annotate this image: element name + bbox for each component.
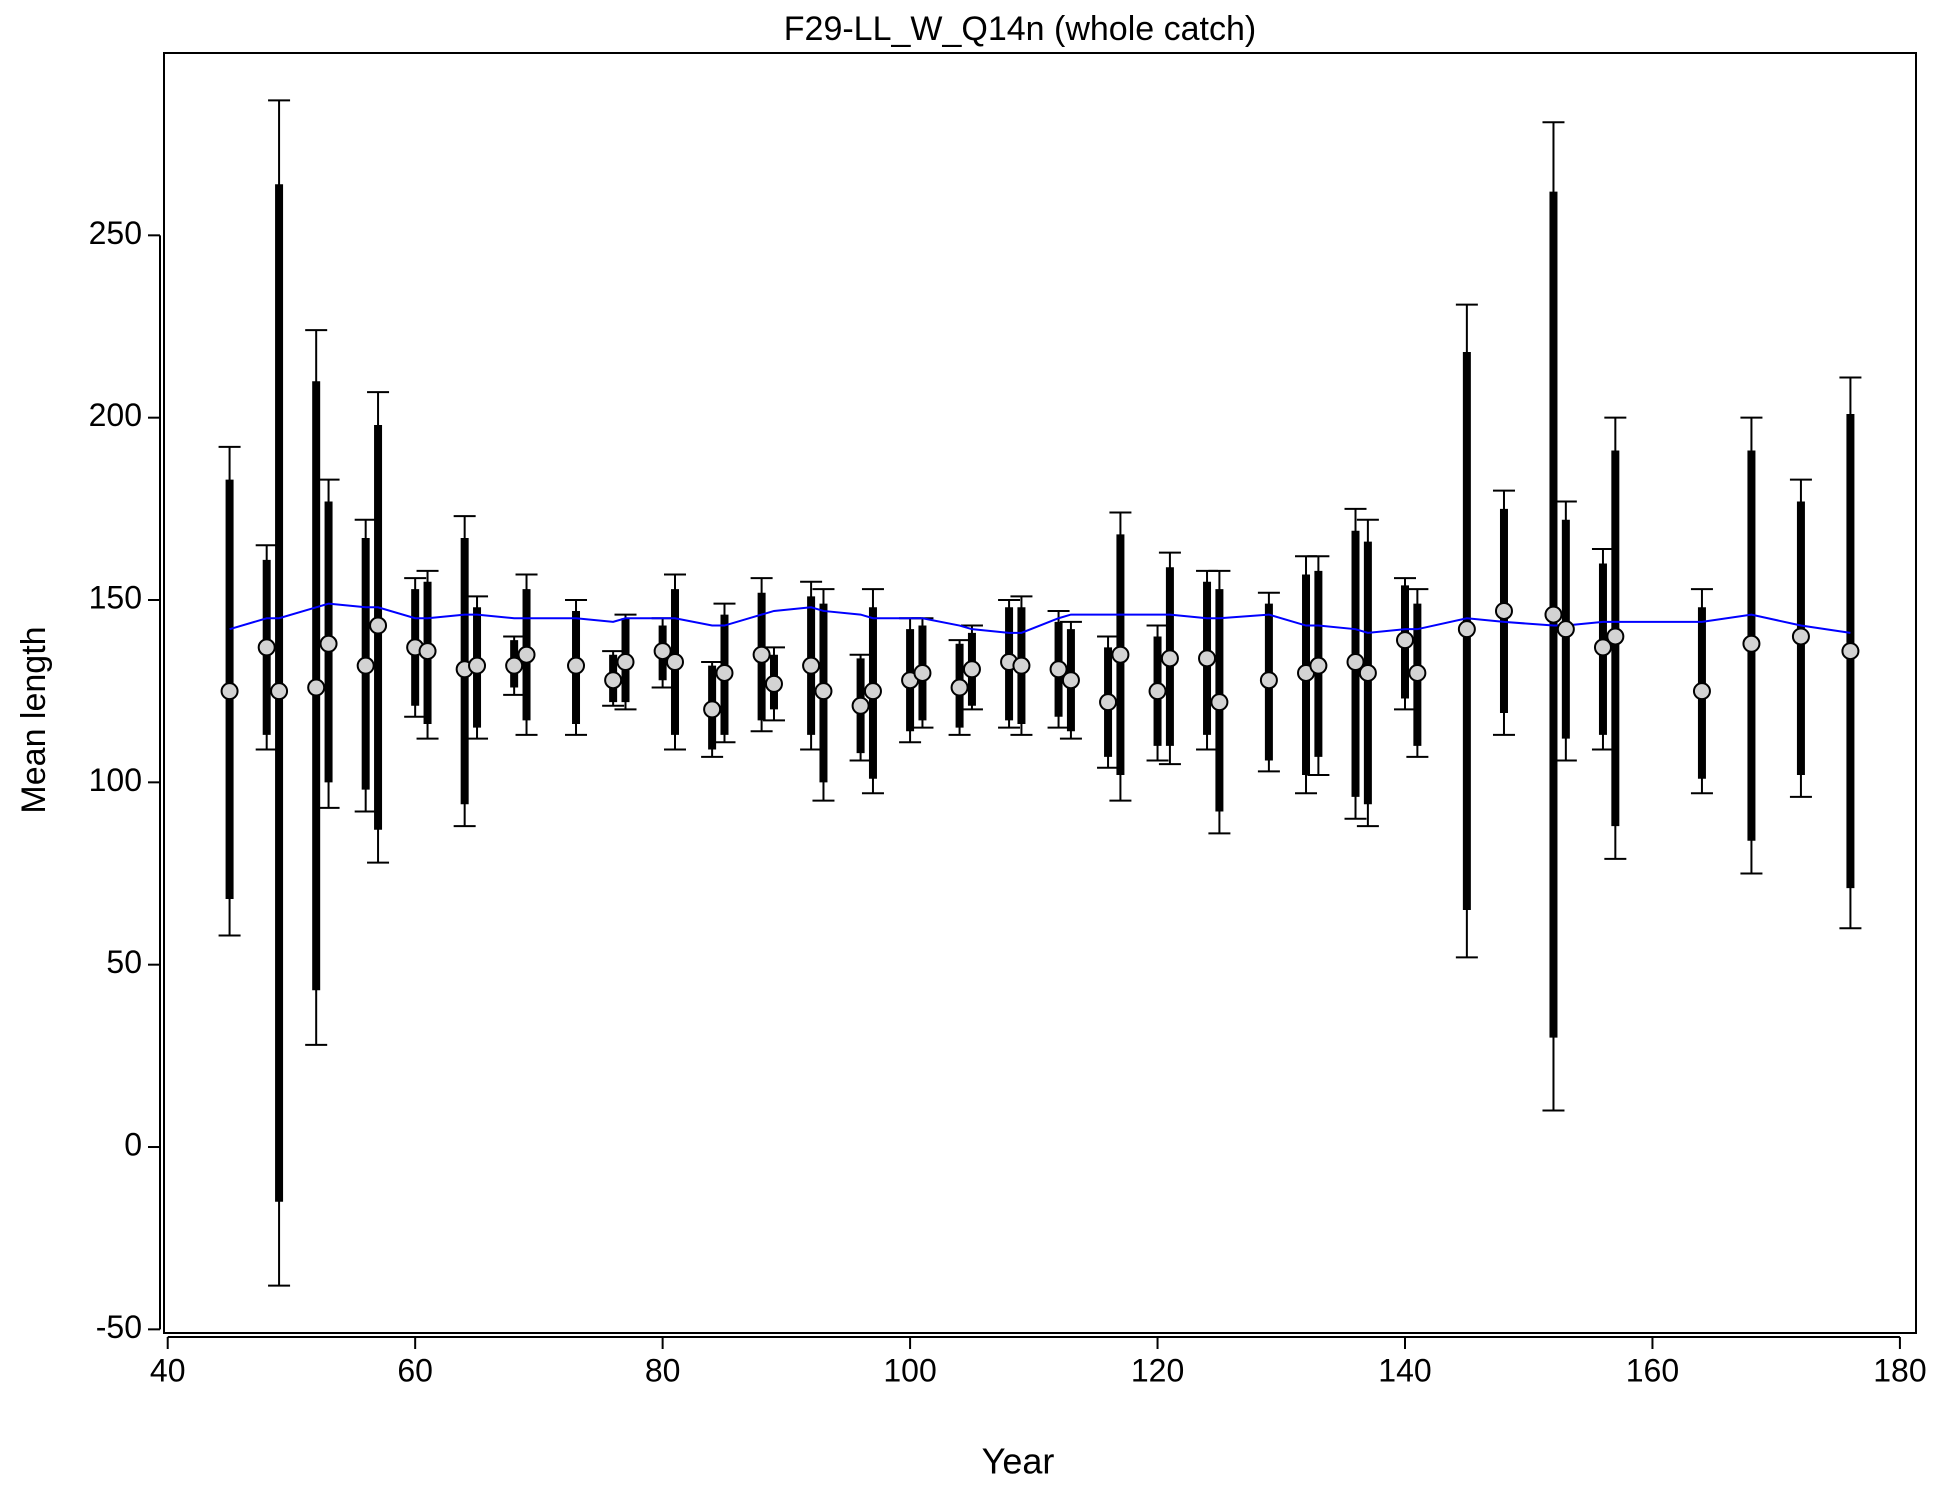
observed-point bbox=[764, 674, 783, 693]
observed-point bbox=[468, 656, 487, 675]
observed-point bbox=[356, 656, 375, 675]
observed-point bbox=[257, 638, 276, 657]
y-tick-label: -50 bbox=[96, 1309, 142, 1345]
observed-point bbox=[418, 642, 437, 661]
observed-point bbox=[1606, 627, 1625, 646]
x-tick-label: 140 bbox=[1378, 1352, 1431, 1388]
observed-point bbox=[319, 634, 338, 653]
observed-point bbox=[1742, 634, 1761, 653]
x-axis-label: Year bbox=[982, 1441, 1055, 1482]
observed-point bbox=[1049, 660, 1068, 679]
observed-point bbox=[913, 663, 932, 682]
observed-point bbox=[517, 645, 536, 664]
observed-point bbox=[1692, 682, 1711, 701]
observed-point bbox=[1396, 631, 1414, 650]
y-tick-label: 50 bbox=[106, 944, 142, 980]
y-tick-label: 150 bbox=[89, 579, 142, 615]
observed-point bbox=[1148, 682, 1167, 701]
observed-point bbox=[962, 660, 981, 679]
y-tick-label: 200 bbox=[89, 397, 142, 433]
observed-point bbox=[307, 678, 326, 697]
observed-point bbox=[1408, 663, 1427, 682]
y-tick-label: 0 bbox=[124, 1126, 142, 1162]
observed-point bbox=[1841, 642, 1860, 661]
y-tick-label: 100 bbox=[89, 762, 142, 798]
x-tick-label: 180 bbox=[1873, 1352, 1926, 1388]
observed-point bbox=[1494, 601, 1513, 620]
observed-point bbox=[1358, 663, 1377, 682]
chart-title: F29-LL_W_Q14n (whole catch) bbox=[784, 10, 1256, 48]
observed-point bbox=[1556, 620, 1575, 639]
observed-point bbox=[863, 682, 882, 701]
observed-point bbox=[653, 642, 672, 661]
observed-point bbox=[1198, 649, 1217, 668]
observed-point bbox=[1593, 638, 1612, 657]
observed-point bbox=[220, 682, 239, 701]
observed-point bbox=[616, 653, 635, 672]
y-tick-label: 250 bbox=[89, 215, 142, 251]
observed-point bbox=[369, 616, 388, 635]
x-tick-label: 40 bbox=[150, 1352, 186, 1388]
observed-point bbox=[1210, 693, 1229, 712]
observed-point bbox=[666, 653, 684, 672]
observed-point bbox=[604, 671, 623, 690]
expected-line bbox=[229, 602, 1851, 634]
x-tick-label: 60 bbox=[397, 1352, 433, 1388]
x-tick-label: 80 bbox=[645, 1352, 681, 1388]
observed-point bbox=[1544, 605, 1563, 624]
observed-point bbox=[1111, 645, 1130, 664]
observed-point bbox=[270, 682, 289, 701]
observed-point bbox=[1457, 620, 1476, 639]
x-tick-label: 160 bbox=[1626, 1352, 1679, 1388]
observed-point bbox=[505, 656, 524, 675]
observed-point bbox=[1099, 693, 1118, 712]
observed-point bbox=[1012, 656, 1031, 675]
observed-point bbox=[1346, 653, 1365, 672]
observed-point bbox=[715, 663, 734, 682]
observed-point bbox=[703, 700, 722, 719]
y-axis-label: Mean length bbox=[15, 626, 53, 813]
observed-point bbox=[1259, 671, 1278, 690]
observed-point bbox=[1160, 649, 1179, 668]
plot-frame bbox=[163, 52, 1917, 1334]
x-tick-label: 120 bbox=[1131, 1352, 1184, 1388]
observed-point bbox=[802, 656, 821, 675]
observed-point bbox=[950, 678, 969, 697]
observed-point bbox=[814, 682, 833, 701]
observed-point bbox=[1309, 656, 1328, 675]
observed-point bbox=[1061, 671, 1080, 690]
observed-point bbox=[851, 696, 870, 715]
observed-point bbox=[1791, 627, 1810, 646]
observed-point bbox=[567, 656, 586, 675]
x-tick-label: 100 bbox=[883, 1352, 936, 1388]
observed-point bbox=[752, 645, 771, 664]
